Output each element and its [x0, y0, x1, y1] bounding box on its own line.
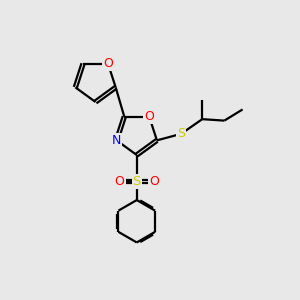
Text: O: O [144, 110, 154, 123]
Text: O: O [115, 175, 124, 188]
Text: S: S [133, 175, 141, 188]
Text: O: O [149, 175, 159, 188]
Text: O: O [103, 57, 113, 70]
Text: S: S [177, 128, 185, 140]
Text: N: N [112, 134, 121, 147]
